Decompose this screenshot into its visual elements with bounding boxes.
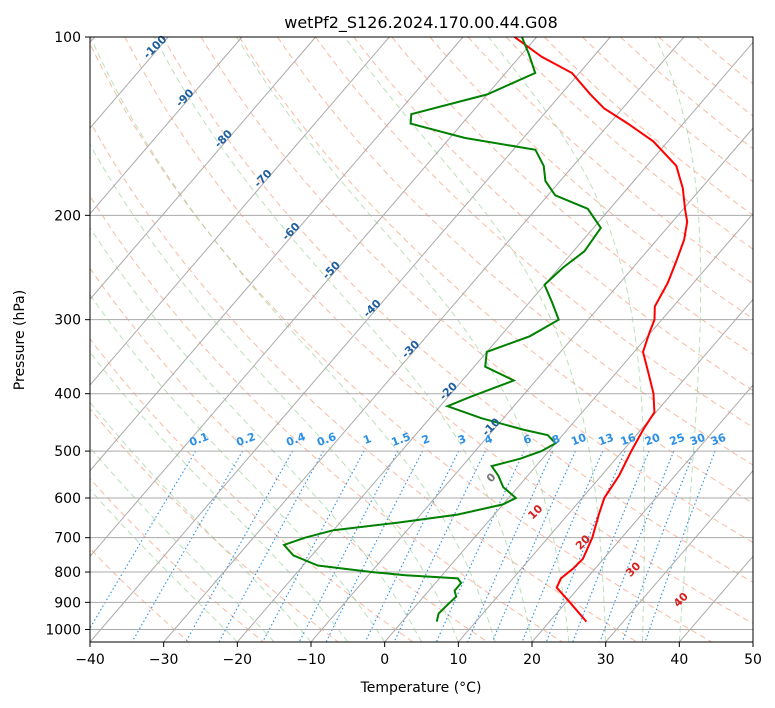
x-tick-label: 50 [744,652,762,668]
dry-adiabat [277,37,753,466]
isotherm [605,469,753,642]
dry-adiabat [429,37,753,320]
isotherm [310,127,753,642]
mixing-ratio-label: 8 [550,432,562,447]
y-tick-label: 800 [54,565,81,581]
isotherm [90,37,317,301]
y-tick-label: 1000 [45,622,81,638]
moist-adiabat [90,401,312,642]
mixing-ratio-label: 1 [361,432,373,447]
mixing-ratio-label: 25 [668,431,687,448]
isotherm [90,37,611,642]
mixing-ratio-label: 6 [522,432,534,447]
mixing-ratio-label: 1.5 [390,430,413,449]
isotherm [236,41,753,642]
moist-adiabat [236,37,570,642]
mixing-ratio-line [545,450,626,642]
plot-frame [89,36,754,643]
moist-adiabat [654,37,702,642]
moist-adiabat [90,294,386,642]
temperature-line [513,37,689,623]
dry-adiabat [238,37,753,504]
moist-adiabat [154,37,533,642]
moist-adiabat [90,351,349,642]
y-tick-label: 200 [54,208,81,224]
isotherm [90,37,464,472]
x-tick-label: −30 [149,652,179,668]
mixing-ratio-label: 13 [597,431,616,448]
y-tick-label: 600 [54,491,81,507]
x-tick-label: −10 [296,652,326,668]
mixing-ratio-label: 4 [483,432,495,447]
mixing-ratio-line [364,450,460,642]
dry-adiabat [391,37,753,355]
isotherm [384,212,753,642]
y-axis-label: Pressure (hPa) [12,290,28,390]
y-axis: 100 200 300 400 500 600 700 800 900 1000 [45,30,90,638]
mixing-ratio-line [298,450,399,642]
y-tick-label: 900 [54,595,81,611]
mixing-ratio-label: 20 [643,431,662,449]
x-tick-label: 30 [597,652,615,668]
mixing-ratio-line [599,450,675,642]
mixing-ratio-line [218,450,324,642]
dry-adiabat [90,120,638,642]
dry-adiabat [124,37,753,624]
mixing-ratio-label: 16 [619,431,638,449]
isotherm [531,384,753,642]
moist-adiabat [90,446,275,642]
dry-adiabat [90,195,563,642]
mixing-ratio-label: 30 [688,431,707,449]
background-lines [90,37,753,642]
mixing-ratio-label: 3 [456,432,468,447]
y-tick-label: 400 [54,387,81,403]
moist-adiabat [488,37,646,642]
moist-adiabat [344,37,607,642]
moist-adiabat [90,143,459,642]
mixing-ratio-line [393,450,486,642]
dry-adiabat [90,547,190,642]
dry-adiabat [162,37,753,584]
mixing-ratio-label: 0.1 [188,430,211,449]
mixing-ratio-line [621,450,695,642]
dry-adiabat [90,42,712,642]
data-lines [282,37,689,623]
mixing-ratio-line [435,450,525,642]
x-tick-label: −40 [75,652,105,668]
x-tick-label: 20 [523,652,541,668]
y-tick-label: 100 [54,30,81,46]
x-axis: −40 −30 −20 −10 0 10 20 30 40 50 [75,642,762,668]
x-tick-label: −20 [223,652,253,668]
dry-adiabat [467,37,753,285]
mixing-ratio-label: 10 [569,431,588,449]
dry-adiabat [200,37,753,544]
y-tick-label: 300 [54,313,81,329]
y-tick-label: 700 [54,531,81,547]
mixing-ratio-line [325,450,423,642]
isotherm [90,37,538,558]
dry-adiabat [90,267,488,642]
chart-title: wetPf2_S126.2024.170.00.44.G08 [284,13,558,33]
isotherm [90,37,390,386]
x-tick-label: 40 [670,652,688,668]
x-tick-label: 10 [449,652,467,668]
mixing-ratio-line [262,450,365,642]
mixing-ratio-line [185,450,293,642]
isotherm [163,37,685,642]
isotherm [457,298,753,642]
mixing-ratio-line [572,450,650,642]
y-tick-label: 500 [54,444,81,460]
mixing-ratio-label: 0.6 [315,430,338,449]
moist-adiabat [90,37,496,642]
isotherm [90,37,243,215]
x-tick-label: 0 [380,652,389,668]
mixing-ratio-label: 36 [709,431,728,449]
mixing-ratio-label: 0.4 [284,430,307,449]
moist-adiabat [90,226,422,642]
mixing-ratio-label: 2 [420,432,432,447]
mixing-ratio-label: 0.2 [234,430,257,449]
x-axis-label: Temperature (°C) [360,680,482,696]
dewpoint-line [282,37,603,622]
